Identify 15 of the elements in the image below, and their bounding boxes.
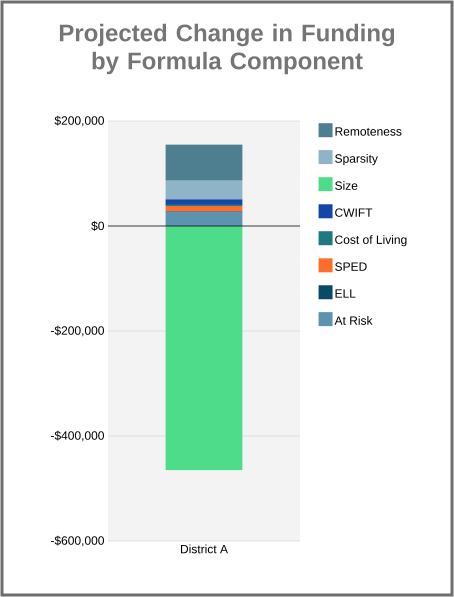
legend-label: Cost of Living (335, 235, 406, 246)
legend-label: At Risk (334, 316, 373, 325)
legend-label: CWIFT (335, 208, 372, 217)
legend-label: Size (335, 181, 358, 190)
y-tick-label: -$400,000 (50, 430, 104, 442)
y-tick-label: $200,000 (54, 116, 104, 126)
x-tick-label: District A (180, 544, 228, 554)
y-tick-label: -$200,000 (50, 326, 104, 336)
legend-label: Remoteness (336, 127, 402, 136)
y-tick-label: $0 (91, 221, 104, 231)
legend-label: SPED (335, 262, 367, 271)
legend-label: Sparsity (335, 154, 378, 166)
legend-label: ELL (336, 289, 356, 298)
y-tick-label: -$600,000 (50, 536, 104, 546)
chart-title: Projected Change in Funding by Formula Component (60, 24, 394, 74)
